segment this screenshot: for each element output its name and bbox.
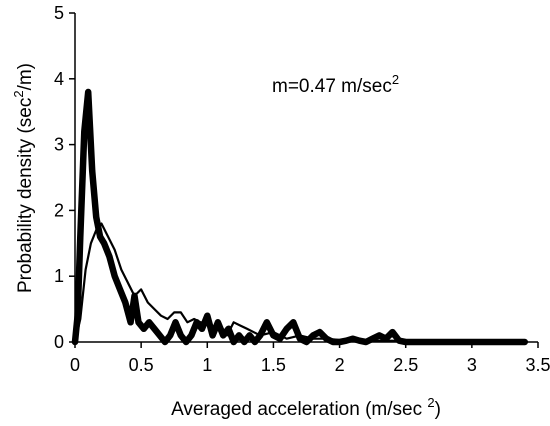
y-axis-title: Probability density (sec2/m) — [11, 63, 36, 293]
annotation-superscript: 2 — [392, 72, 399, 87]
y-tick-label: 0 — [54, 332, 64, 352]
x-tick-label: 1.5 — [261, 355, 286, 375]
x-tick-label: 2.5 — [393, 355, 418, 375]
x-tick-label: 0 — [70, 355, 80, 375]
y-axis-ticks: 0 1 2 3 4 5 — [54, 3, 75, 352]
series-line-thin — [73, 222, 526, 344]
x-axis-ticks: 0 0.5 1 1.5 2 2.5 3 3.5 — [70, 342, 550, 375]
x-tick-label: 2 — [335, 355, 345, 375]
y-tick-label: 2 — [54, 200, 64, 220]
series-line-thick — [71, 88, 529, 346]
annotation-text: m=0.47 m/sec2 — [272, 72, 399, 97]
y-tick-label: 4 — [54, 69, 64, 89]
x-tick-label: 3 — [467, 355, 477, 375]
y-tick-label: 5 — [54, 3, 64, 23]
y-tick-label: 1 — [54, 266, 64, 286]
plot-area: 0 0.5 1 1.5 2 2.5 3 3.5 0 1 2 3 4 5 — [54, 3, 550, 375]
x-axis-title-superscript: 2 — [427, 395, 434, 410]
x-tick-label: 0.5 — [129, 355, 154, 375]
y-tick-label: 3 — [54, 135, 64, 155]
x-tick-label: 1 — [202, 355, 212, 375]
x-axis-title: Averaged acceleration (m/sec 2) — [171, 395, 441, 420]
y-axis-title-superscript: 2 — [11, 90, 26, 97]
x-tick-label: 3.5 — [525, 355, 550, 375]
series-layer — [71, 88, 529, 346]
